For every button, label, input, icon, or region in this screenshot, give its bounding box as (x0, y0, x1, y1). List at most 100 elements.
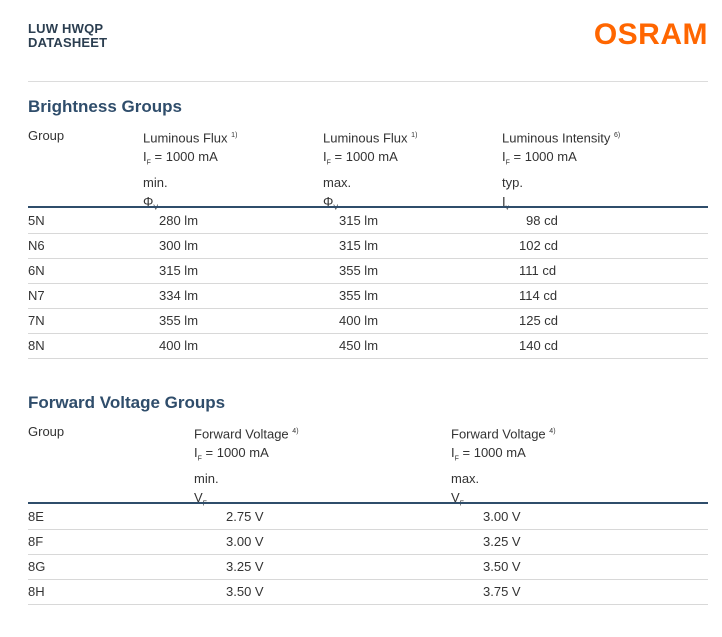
table-cell: 3.00 V (226, 534, 264, 549)
header-text: Luminous Intensity (502, 130, 611, 146)
header-text: 4) (292, 428, 299, 435)
table-row: 8F 3.00 V 3.25 V (28, 529, 708, 555)
header-text: Φ (323, 193, 334, 209)
table-row: N6 300 lm 315 lm 102 cd (28, 233, 708, 259)
product-name: LUW HWQP (28, 21, 104, 36)
table-row: 8E 2.75 V 3.00 V (28, 504, 708, 530)
header-text: V (153, 204, 159, 212)
col-vf-max: Forward Voltage 4) IF = 1000 mA max. VF (451, 422, 556, 514)
table-cell: 315 lm (339, 238, 379, 253)
header-text: V (333, 204, 339, 212)
table-cell: 3.25 V (483, 534, 521, 549)
col-group: Group (28, 126, 64, 145)
header-text: F (505, 159, 510, 167)
forward-voltage-groups-title: Forward Voltage Groups (28, 393, 226, 412)
table-row: 8G 3.25 V 3.50 V (28, 554, 708, 580)
table-cell: 8N (28, 338, 45, 353)
table-cell: 102 cd (519, 238, 559, 253)
header-text: I (323, 149, 327, 165)
header-text: I (194, 445, 198, 461)
table-cell: 8H (28, 584, 45, 599)
table-cell: 300 lm (159, 238, 199, 253)
table-cell: 111 cd (519, 263, 557, 278)
table-cell: 6N (28, 263, 45, 278)
header-text: Luminous Flux (323, 130, 408, 146)
brightness-groups-title: Brightness Groups (28, 97, 182, 116)
table-cell: 3.50 V (226, 584, 264, 599)
header-text: 1) (231, 132, 238, 139)
header-text: I (143, 149, 147, 165)
table-cell: 315 lm (339, 213, 379, 228)
header-text: V (451, 489, 460, 505)
table-cell: 2.75 V (226, 509, 264, 524)
col-vf-min: Forward Voltage 4) IF = 1000 mA min. VF (194, 422, 299, 514)
header-text: V (194, 489, 203, 505)
table-cell: 355 lm (339, 288, 379, 303)
header-text: = 1000 mA (458, 445, 526, 461)
table-cell: 3.50 V (483, 559, 521, 574)
header-text: min. (143, 174, 168, 190)
header-text: 4) (549, 428, 556, 435)
table-cell: 98 cd (526, 213, 558, 228)
brightness-header-rule (28, 206, 708, 208)
table-cell: 3.00 V (483, 509, 521, 524)
header-text: = 1000 mA (201, 445, 269, 461)
table-row: N7 334 lm 355 lm 114 cd (28, 283, 708, 309)
table-row: 6N 315 lm 355 lm 111 cd (28, 258, 708, 284)
table-cell: 125 cd (519, 313, 559, 328)
table-cell: 140 cd (519, 338, 559, 353)
header-text: F (202, 500, 207, 508)
table-cell: 8E (28, 509, 44, 524)
header-text: 1) (411, 132, 418, 139)
header-text: Group (28, 128, 65, 143)
header-text: F (146, 159, 151, 167)
table-cell: 400 lm (339, 313, 379, 328)
header-text: F (459, 500, 464, 508)
col-flux-min: Luminous Flux 1) IF = 1000 mA min. ΦV (143, 126, 237, 218)
header-text: Luminous Flux (143, 130, 228, 146)
table-cell: 8F (28, 534, 44, 549)
table-cell: 355 lm (339, 263, 379, 278)
header-text: I (502, 193, 506, 209)
header-text: max. (323, 174, 352, 190)
table-cell: 3.25 V (226, 559, 264, 574)
header-divider (28, 81, 708, 82)
table-cell: 280 lm (159, 213, 199, 228)
header-text: Forward Voltage (194, 426, 289, 442)
table-cell: 334 lm (159, 288, 199, 303)
header-text: I (451, 445, 455, 461)
table-cell: 450 lm (339, 338, 379, 353)
table-cell: 315 lm (159, 263, 199, 278)
header-text: Forward Voltage (451, 426, 546, 442)
header-text: F (454, 455, 459, 463)
osram-logo: OSRAM (593, 18, 708, 51)
table-cell: N7 (28, 288, 45, 303)
table-row: 8N 400 lm 450 lm 140 cd (28, 333, 708, 359)
header-text: max. (451, 470, 480, 486)
table-row: 5N 280 lm 315 lm 98 cd (28, 208, 708, 234)
doc-type: DATASHEET (28, 35, 108, 50)
header-text: = 1000 mA (509, 149, 577, 165)
table-cell: 400 lm (159, 338, 199, 353)
col-group: Group (28, 422, 64, 441)
header-text: v (505, 204, 510, 212)
header-text: 6) (614, 132, 621, 139)
header-text: Φ (143, 193, 154, 209)
table-cell: 5N (28, 213, 45, 228)
table-cell: 8G (28, 559, 46, 574)
header-text: typ. (502, 174, 523, 190)
header-text: I (502, 149, 506, 165)
table-cell: 7N (28, 313, 45, 328)
table-cell: 3.75 V (483, 584, 521, 599)
table-cell: 355 lm (159, 313, 199, 328)
header-text: F (197, 455, 202, 463)
col-intensity-typ: Luminous Intensity 6) IF = 1000 mA typ. … (502, 126, 620, 218)
header-text: F (326, 159, 331, 167)
table-row: 7N 355 lm 400 lm 125 cd (28, 308, 708, 334)
col-flux-max: Luminous Flux 1) IF = 1000 mA max. ΦV (323, 126, 417, 218)
table-cell: N6 (28, 238, 45, 253)
header-text: = 1000 mA (150, 149, 218, 165)
header-text: = 1000 mA (330, 149, 398, 165)
datasheet-title: LUW HWQP DATASHEET (28, 22, 107, 50)
header-text: min. (194, 470, 219, 486)
